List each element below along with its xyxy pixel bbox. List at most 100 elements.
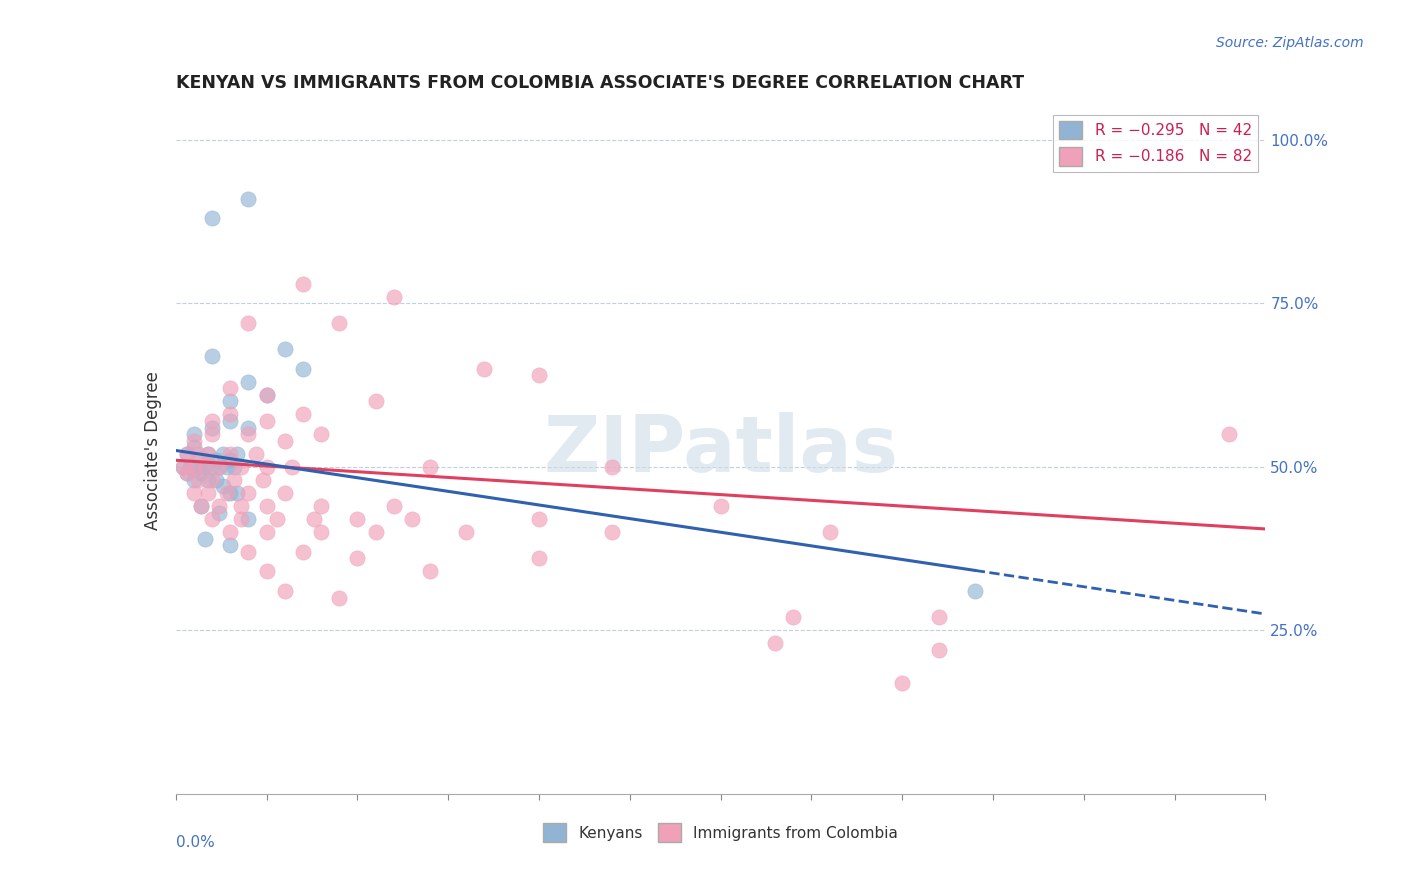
Point	[256, 565, 278, 579]
Point	[231, 499, 253, 513]
Point	[302, 512, 325, 526]
Point	[527, 512, 550, 526]
Point	[238, 420, 260, 434]
Text: ZIPatlas: ZIPatlas	[543, 412, 898, 489]
Point	[274, 434, 297, 448]
Point	[928, 610, 950, 624]
Point	[256, 388, 278, 402]
Point	[256, 525, 278, 540]
Point	[527, 368, 550, 383]
Point	[600, 459, 623, 474]
Y-axis label: Associate's Degree: Associate's Degree	[143, 371, 162, 530]
Text: KENYAN VS IMMIGRANTS FROM COLOMBIA ASSOCIATE'S DEGREE CORRELATION CHART: KENYAN VS IMMIGRANTS FROM COLOMBIA ASSOC…	[176, 74, 1024, 92]
Point	[238, 486, 260, 500]
Point	[183, 440, 205, 454]
Point	[1218, 427, 1240, 442]
Point	[291, 545, 314, 559]
Point	[231, 512, 253, 526]
Point	[201, 512, 224, 526]
Point	[309, 499, 332, 513]
Point	[204, 473, 226, 487]
Point	[183, 486, 205, 500]
Point	[215, 459, 238, 474]
Point	[256, 414, 278, 428]
Point	[201, 473, 224, 487]
Point	[710, 499, 733, 513]
Point	[963, 584, 986, 599]
Point	[212, 479, 235, 493]
Point	[176, 467, 198, 481]
Point	[201, 414, 224, 428]
Point	[600, 525, 623, 540]
Point	[197, 473, 219, 487]
Point	[208, 506, 231, 520]
Point	[274, 584, 297, 599]
Point	[219, 414, 242, 428]
Point	[197, 447, 219, 461]
Point	[238, 375, 260, 389]
Point	[291, 408, 314, 422]
Point	[186, 473, 209, 487]
Point	[231, 459, 253, 474]
Point	[256, 388, 278, 402]
Point	[382, 290, 405, 304]
Point	[201, 459, 224, 474]
Point	[401, 512, 423, 526]
Point	[183, 434, 205, 448]
Point	[364, 394, 387, 409]
Point	[172, 459, 194, 474]
Point	[179, 459, 201, 474]
Point	[219, 538, 242, 552]
Point	[346, 512, 368, 526]
Point	[190, 467, 212, 481]
Point	[190, 499, 212, 513]
Point	[928, 643, 950, 657]
Point	[309, 427, 332, 442]
Point	[226, 447, 249, 461]
Point	[186, 459, 209, 474]
Point	[201, 349, 224, 363]
Point	[186, 447, 209, 461]
Point	[891, 675, 914, 690]
Point	[219, 381, 242, 395]
Point	[190, 453, 212, 467]
Point	[291, 361, 314, 376]
Point	[215, 486, 238, 500]
Legend: Kenyans, Immigrants from Colombia: Kenyans, Immigrants from Colombia	[537, 817, 904, 848]
Point	[474, 361, 496, 376]
Point	[176, 467, 198, 481]
Point	[222, 459, 245, 474]
Point	[176, 447, 198, 461]
Point	[219, 408, 242, 422]
Point	[238, 427, 260, 442]
Point	[194, 459, 217, 474]
Point	[238, 192, 260, 206]
Point	[309, 525, 332, 540]
Point	[201, 427, 224, 442]
Point	[176, 447, 198, 461]
Point	[219, 525, 242, 540]
Point	[194, 532, 217, 546]
Point	[212, 447, 235, 461]
Point	[219, 453, 242, 467]
Point	[219, 486, 242, 500]
Point	[245, 447, 267, 461]
Point	[208, 459, 231, 474]
Point	[252, 473, 274, 487]
Point	[266, 512, 288, 526]
Point	[197, 486, 219, 500]
Point	[274, 342, 297, 356]
Point	[201, 211, 224, 226]
Point	[419, 459, 441, 474]
Point	[328, 591, 350, 605]
Point	[763, 636, 786, 650]
Point	[226, 486, 249, 500]
Point	[256, 459, 278, 474]
Point	[456, 525, 478, 540]
Point	[364, 525, 387, 540]
Point	[256, 499, 278, 513]
Point	[208, 459, 231, 474]
Point	[197, 447, 219, 461]
Point	[238, 512, 260, 526]
Point	[818, 525, 841, 540]
